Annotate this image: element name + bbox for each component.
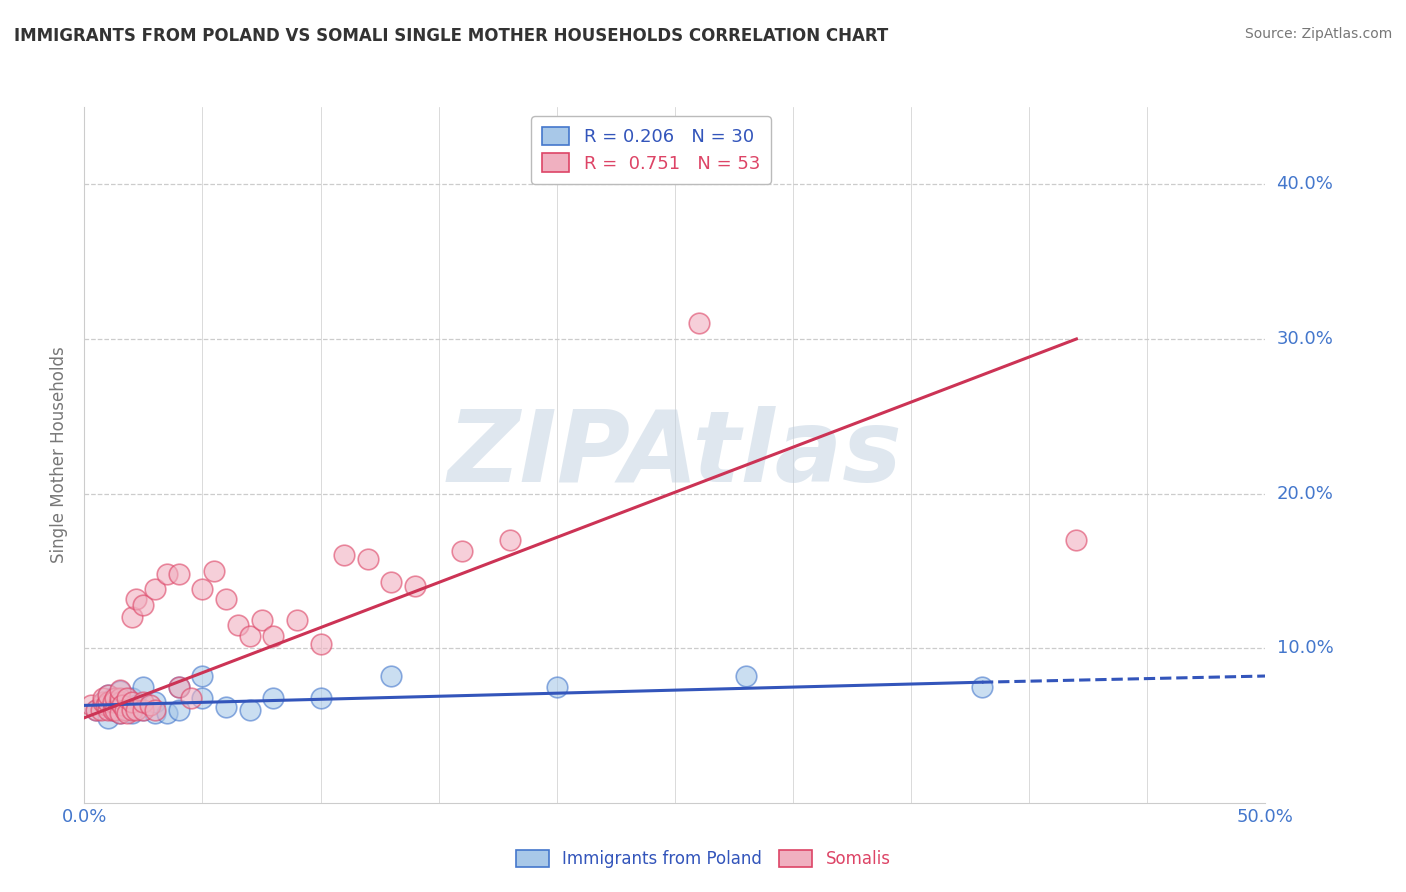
Point xyxy=(97,688,120,702)
Point xyxy=(132,695,155,709)
Point xyxy=(101,703,124,717)
Point xyxy=(114,703,136,717)
Point xyxy=(688,317,710,331)
Point xyxy=(121,690,143,705)
Point xyxy=(108,682,131,697)
Point xyxy=(132,680,155,694)
Point xyxy=(167,680,190,694)
Legend: Immigrants from Poland, Somalis: Immigrants from Poland, Somalis xyxy=(509,843,897,875)
Point xyxy=(451,543,474,558)
Y-axis label: Single Mother Households: Single Mother Households xyxy=(51,347,69,563)
Point xyxy=(125,703,148,717)
Point xyxy=(121,610,143,624)
Point xyxy=(357,551,380,566)
Point xyxy=(115,706,138,720)
Point xyxy=(215,700,238,714)
Text: 30.0%: 30.0% xyxy=(1277,330,1333,348)
Point xyxy=(97,703,120,717)
Text: 20.0%: 20.0% xyxy=(1277,484,1333,502)
Point xyxy=(309,690,332,705)
Text: Source: ZipAtlas.com: Source: ZipAtlas.com xyxy=(1244,27,1392,41)
Point xyxy=(101,695,124,709)
Point xyxy=(132,703,155,717)
Point xyxy=(115,703,138,717)
Point xyxy=(167,703,190,717)
Point xyxy=(239,629,262,643)
Text: 40.0%: 40.0% xyxy=(1277,176,1333,194)
Point xyxy=(215,591,238,606)
Point xyxy=(108,695,131,709)
Point xyxy=(380,669,402,683)
Point xyxy=(404,579,426,593)
Point xyxy=(94,698,117,713)
Point xyxy=(84,703,107,717)
Text: ZIPAtlas: ZIPAtlas xyxy=(447,407,903,503)
Point xyxy=(111,698,134,713)
Point xyxy=(180,690,202,705)
Point xyxy=(90,703,112,717)
Point xyxy=(108,695,131,709)
Point xyxy=(108,706,131,720)
Point xyxy=(156,566,179,581)
Point xyxy=(101,690,124,705)
Point xyxy=(191,690,214,705)
Point xyxy=(191,669,214,683)
Point xyxy=(191,582,214,597)
Point xyxy=(97,688,120,702)
Point xyxy=(104,690,127,705)
Point xyxy=(262,690,284,705)
Point xyxy=(309,636,332,650)
Point xyxy=(121,703,143,717)
Point xyxy=(498,533,520,547)
Point xyxy=(108,684,131,698)
Point xyxy=(97,695,120,709)
Point xyxy=(115,690,138,705)
Point xyxy=(380,574,402,589)
Point xyxy=(167,680,190,694)
Text: IMMIGRANTS FROM POLAND VS SOMALI SINGLE MOTHER HOUSEHOLDS CORRELATION CHART: IMMIGRANTS FROM POLAND VS SOMALI SINGLE … xyxy=(14,27,889,45)
Point xyxy=(101,703,124,717)
Point xyxy=(139,698,162,713)
Point xyxy=(970,680,993,694)
Point xyxy=(156,706,179,720)
Point xyxy=(121,706,143,720)
Point xyxy=(285,613,308,627)
Point xyxy=(108,706,131,720)
Point xyxy=(546,680,568,694)
Point xyxy=(80,698,103,713)
Point xyxy=(125,591,148,606)
Point xyxy=(333,549,356,563)
Point xyxy=(132,703,155,717)
Point xyxy=(143,695,166,709)
Point xyxy=(84,703,107,717)
Point xyxy=(226,618,249,632)
Point xyxy=(143,703,166,717)
Point xyxy=(250,613,273,627)
Point xyxy=(97,711,120,725)
Point xyxy=(91,695,114,709)
Point xyxy=(734,669,756,683)
Point xyxy=(121,695,143,709)
Point xyxy=(1066,533,1088,547)
Point xyxy=(239,703,262,717)
Point xyxy=(91,690,114,705)
Point xyxy=(132,598,155,612)
Point xyxy=(202,564,225,578)
Text: 10.0%: 10.0% xyxy=(1277,640,1333,657)
Point xyxy=(143,582,166,597)
Point xyxy=(91,695,114,709)
Point xyxy=(143,706,166,720)
Point xyxy=(167,566,190,581)
Point xyxy=(125,698,148,713)
Point xyxy=(262,629,284,643)
Point xyxy=(108,690,131,705)
Point xyxy=(104,703,127,717)
Legend: R = 0.206   N = 30, R =  0.751   N = 53: R = 0.206 N = 30, R = 0.751 N = 53 xyxy=(531,116,770,184)
